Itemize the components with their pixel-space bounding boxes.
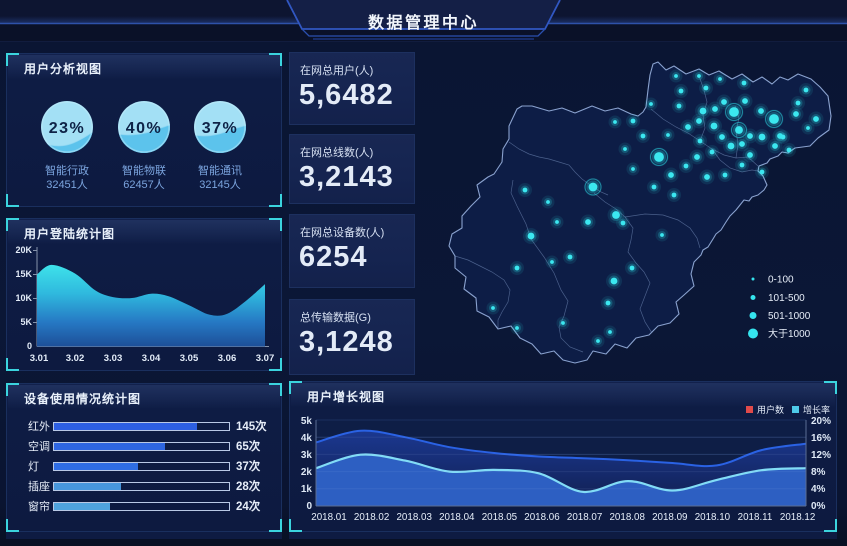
- svg-text:10K: 10K: [15, 293, 32, 303]
- svg-text:2018.09: 2018.09: [652, 512, 687, 523]
- svg-text:501-1000: 501-1000: [768, 311, 811, 322]
- svg-text:8%: 8%: [811, 467, 826, 478]
- svg-text:2018.02: 2018.02: [354, 512, 389, 523]
- svg-text:0-100: 0-100: [768, 275, 794, 286]
- svg-text:2018.03: 2018.03: [396, 512, 432, 523]
- svg-text:101-500: 101-500: [768, 293, 805, 304]
- svg-text:40%: 40%: [126, 120, 163, 137]
- svg-text:20K: 20K: [15, 245, 32, 255]
- svg-text:23%: 23%: [49, 120, 86, 137]
- svg-text:增长率: 增长率: [803, 404, 830, 415]
- svg-text:3.03: 3.03: [104, 353, 123, 364]
- svg-text:0%: 0%: [811, 501, 826, 512]
- svg-text:12%: 12%: [811, 450, 831, 461]
- svg-text:5K: 5K: [20, 317, 32, 327]
- svg-text:3.07: 3.07: [256, 353, 275, 364]
- svg-text:2018.01: 2018.01: [311, 512, 346, 523]
- svg-text:2018.08: 2018.08: [609, 512, 645, 523]
- svg-text:大于1000: 大于1000: [768, 327, 811, 340]
- svg-text:4%: 4%: [811, 484, 826, 495]
- svg-text:20%: 20%: [811, 416, 831, 427]
- svg-text:2018.12: 2018.12: [780, 512, 815, 523]
- svg-text:用户数: 用户数: [757, 404, 784, 415]
- svg-text:3k: 3k: [301, 450, 313, 461]
- svg-text:15K: 15K: [15, 269, 32, 279]
- svg-text:2k: 2k: [301, 467, 313, 478]
- svg-text:2018.06: 2018.06: [524, 512, 560, 523]
- svg-text:5k: 5k: [301, 416, 313, 427]
- svg-text:16%: 16%: [811, 433, 831, 444]
- svg-text:3.05: 3.05: [180, 353, 199, 364]
- svg-text:0: 0: [27, 341, 32, 351]
- svg-text:3.06: 3.06: [218, 353, 237, 364]
- svg-text:4k: 4k: [301, 433, 313, 444]
- svg-text:2018.11: 2018.11: [738, 512, 773, 523]
- svg-text:2018.10: 2018.10: [695, 512, 731, 523]
- svg-text:2018.05: 2018.05: [482, 512, 518, 523]
- svg-text:0: 0: [306, 501, 312, 512]
- svg-text:2018.07: 2018.07: [567, 512, 602, 523]
- svg-text:1k: 1k: [301, 484, 313, 495]
- svg-text:2018.04: 2018.04: [439, 512, 475, 523]
- svg-text:3.02: 3.02: [66, 353, 85, 364]
- svg-text:3.01: 3.01: [30, 353, 49, 364]
- svg-text:37%: 37%: [202, 120, 239, 137]
- svg-text:3.04: 3.04: [142, 353, 161, 364]
